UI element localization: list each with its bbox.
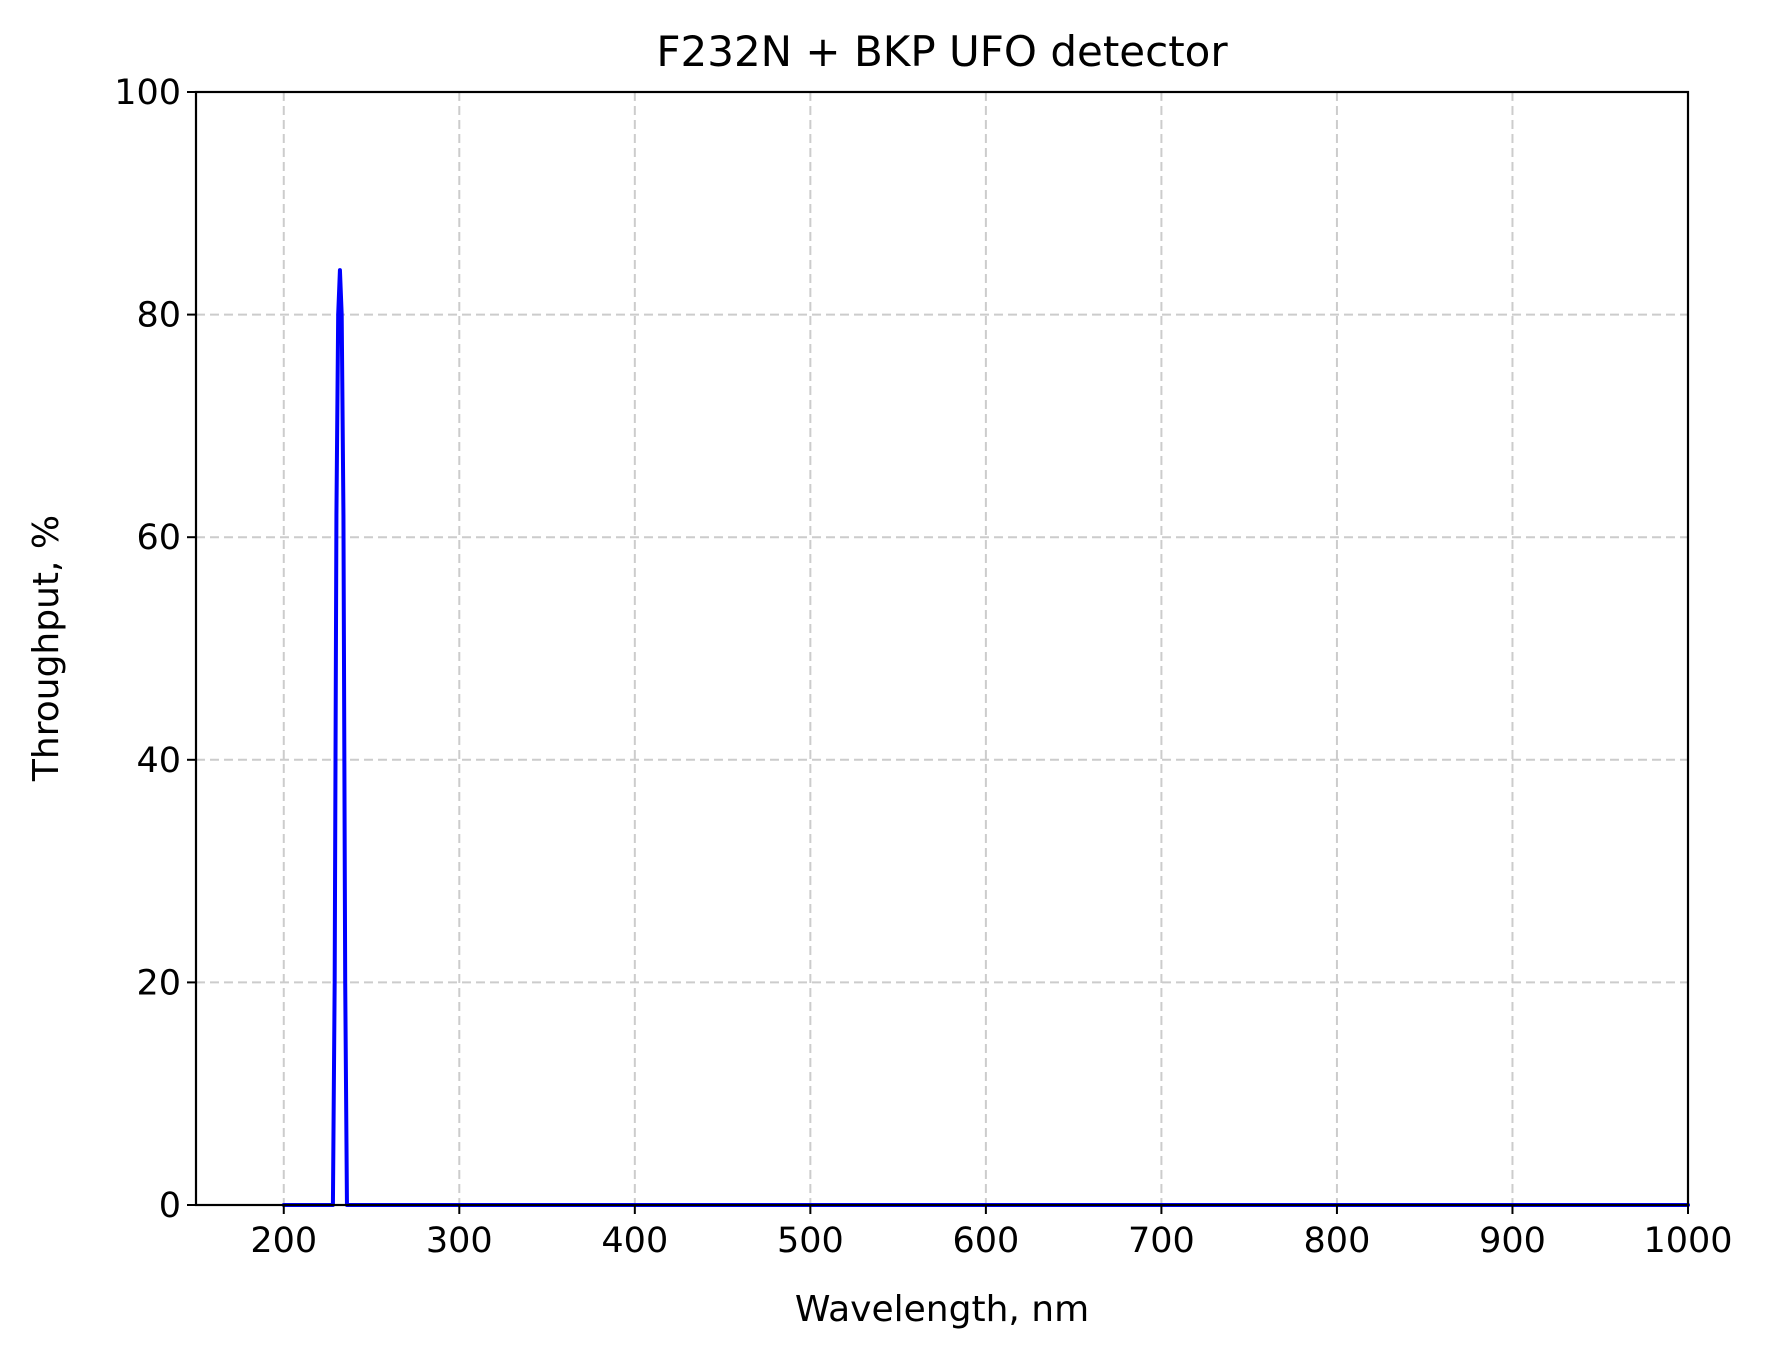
x-tick-label: 400 <box>601 1221 668 1261</box>
x-tick-label: 700 <box>1128 1221 1195 1261</box>
x-tick-label: 900 <box>1479 1221 1546 1261</box>
y-tick-label: 0 <box>159 1186 181 1226</box>
x-tick-label: 200 <box>250 1221 317 1261</box>
x-axis-ticks: 200 300 400 500 600 700 800 900 1000 <box>250 1205 1733 1261</box>
y-tick-label: 40 <box>136 741 181 781</box>
x-tick-label: 800 <box>1304 1221 1371 1261</box>
x-tick-label: 500 <box>777 1221 844 1261</box>
y-axis-ticks: 0 20 40 60 80 100 <box>114 73 196 1226</box>
plot-frame <box>194 90 1690 1207</box>
x-tick-label: 1000 <box>1643 1221 1732 1261</box>
x-axis-label: Wavelength, nm <box>795 1289 1089 1330</box>
x-tick-label: 600 <box>952 1221 1019 1261</box>
chart-title: F232N + BKP UFO detector <box>656 27 1228 76</box>
grid <box>196 91 1689 1206</box>
y-axis-label: Throughput, % <box>26 515 67 782</box>
x-tick-label: 300 <box>426 1221 493 1261</box>
y-tick-label: 60 <box>136 518 181 558</box>
y-tick-label: 80 <box>136 296 181 336</box>
y-tick-label: 20 <box>136 963 181 1003</box>
y-tick-label: 100 <box>114 73 181 113</box>
